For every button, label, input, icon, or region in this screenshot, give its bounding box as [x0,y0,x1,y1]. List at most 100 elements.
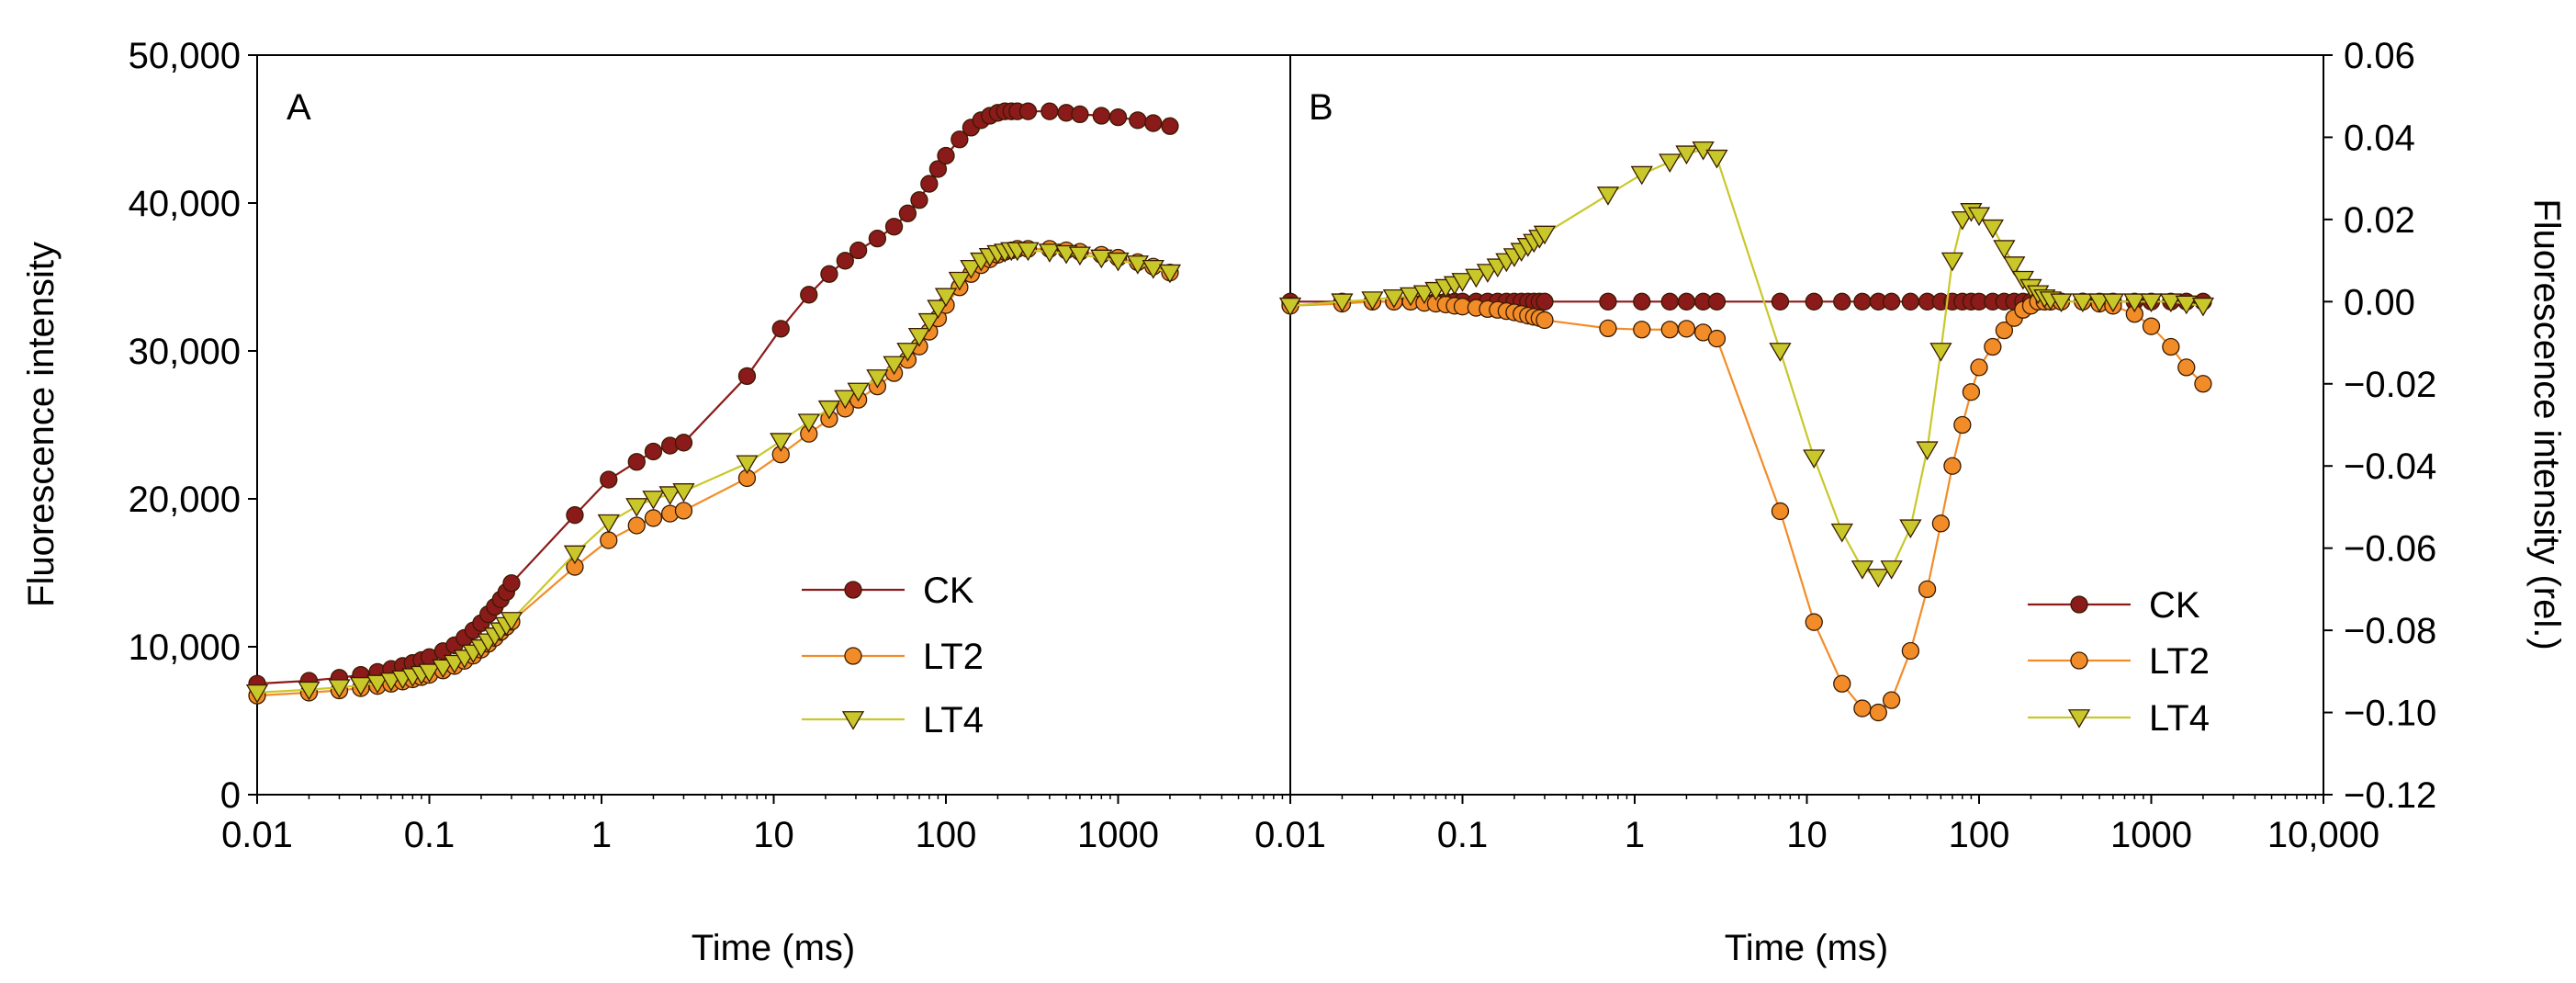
panel-a-point-lt4 [298,681,321,701]
panel-b-legend-label-lt4: LT4 [2149,698,2210,739]
panel-b-point-lt2 [1633,321,1651,339]
panel-a-point-lt4 [658,486,681,505]
panel-a-point-lt4 [245,684,269,704]
panel-a-x-tick-label: 1000 [1077,815,1159,855]
panel-a-x-tick-label: 1 [591,815,612,855]
panel-a-point-lt2 [627,516,646,535]
panel-b-point-lt2 [2177,358,2196,377]
panel-b-point-lt4 [1981,219,2004,239]
panel-b-point-lt4 [2087,293,2111,313]
panel-b-series [1278,141,2215,722]
panel-b-point-lt2 [1984,337,2002,356]
panel-a-point-lt4 [1142,259,1164,279]
panel-b-y-tick-label: −0.06 [2344,529,2436,570]
panel-b-x-tick-label: 1 [1625,815,1645,855]
panel-a-point-lt4 [907,327,931,347]
panel-b: B Fluorescence intensity (rel.) Time (ms… [1254,36,2567,968]
panel-b-point-lt4 [2159,293,2183,313]
panel-b-line-lt4 [1289,148,2204,579]
panel-b-legend-item-lt2: LT2 [2028,641,2210,682]
panel-b-y-tick-label: −0.10 [2344,694,2436,734]
panel-a-legend-marker-ck [844,581,862,599]
panel-a-x-tick-label: 100 [916,815,977,855]
panel-b-point-lt4 [2071,293,2095,313]
panel-b-point-lt2 [2142,317,2161,335]
panel-b-y-tick-label: 0.04 [2344,118,2415,158]
panel-a-point-lt4 [366,674,389,695]
panel-a-point-ck [1092,107,1110,125]
panel-a-y-tick-label: 30,000 [129,332,241,372]
panel-a-point-lt4 [418,663,441,684]
panel-a-legend-marker-lt4 [841,711,865,730]
panel-b-point-lt4 [1867,569,1890,588]
panel-b-point-ck [1882,292,1901,311]
panel-b-point-lt2 [1918,580,1937,599]
panel-b-point-lt2 [1953,415,1972,435]
panel-a-point-lt4 [927,299,950,320]
panel-a-point-lt2 [674,502,693,520]
panel-a-point-ck [737,367,757,386]
panel-b-x-tick-label: 10,000 [2267,815,2379,855]
panel-b-point-lt2 [2194,375,2212,393]
panel-a-point-lt4 [597,514,620,534]
panel-a-point-lt4 [770,433,793,452]
panel-b-x-tick-label: 10 [1786,815,1828,855]
panel-b-point-lt2 [1599,319,1617,338]
panel-a-legend-item-ck: CK [802,571,974,611]
panel-b-point-ck [1833,292,1851,311]
panel-a-point-ck [868,229,887,248]
panel-a-point-lt4 [934,288,958,308]
panel-b-point-lt4 [1916,441,1939,461]
panel-a-legend-item-lt2: LT2 [802,637,984,677]
panel-b-x-tick-label: 0.01 [1254,815,1326,855]
panel-b-point-lt2 [1869,703,1887,722]
panel-a-series [245,102,1182,705]
panel-a-point-ck [800,286,818,304]
panel-b-frame [1289,54,2324,796]
panel-a-ylabel: Fluorescence intensity [21,242,62,607]
panel-b-legend-item-ck: CK [2028,585,2200,626]
panel-a-point-lt4 [866,369,889,389]
panel-a-xlabel: Time (ms) [692,928,855,968]
panel-a-y-tick-label: 20,000 [129,480,241,520]
panel-b-point-lt2 [1882,691,1901,709]
panel-b-point-lt2 [1677,320,1696,338]
panel-a-legend-marker-lt2 [844,647,862,665]
panel-b-point-lt4 [2101,293,2125,313]
panel-a-y-tick-label: 10,000 [129,627,241,668]
panel-b-point-ck [1901,292,1920,311]
panel-a-y-tick-label: 40,000 [129,184,241,224]
panel-a-point-ck [502,574,521,593]
panel-a-legend-label-lt2: LT2 [923,637,984,677]
panel-b-point-lt2 [1660,321,1679,339]
panel-b-legend: CK LT2 LT4 [2028,585,2210,739]
panel-a-point-ck [627,453,646,471]
panel-b-series-lt4 [1278,141,2215,588]
panel-b-point-lt4 [1596,186,1620,206]
panel-a-legend-item-lt4: LT4 [802,700,984,740]
panel-a-point-lt4 [1038,243,1062,263]
panel-b-point-lt4 [1278,297,1302,317]
panel-a-legend: CK LT2 LT4 [802,571,984,740]
panel-b-point-lt4 [1830,523,1853,543]
panel-b-point-lt2 [1771,502,1790,521]
panel-b-point-lt4 [2123,293,2146,313]
panel-a-point-lt2 [644,509,663,527]
panel-a-y-ticks: 0 10,000 20,000 30,000 40,000 50,000 [129,36,257,816]
panel-b-point-lt2 [1962,383,1981,401]
panel-a-point-lt4 [797,413,820,434]
panel-a-point-lt4 [847,382,870,402]
panel-b-point-ck [1633,292,1651,311]
panel-a-point-lt4 [625,498,648,517]
panel-b-point-lt4 [2191,297,2215,317]
panel-b-point-lt4 [1399,287,1423,307]
panel-a-point-lt4 [642,491,665,510]
panel-a-point-ck [898,204,917,222]
panel-a-point-lt4 [960,259,983,279]
panel-a-point-ck [1161,117,1179,135]
panel-b-point-lt2 [1853,699,1872,717]
panel-a-point-lt4 [896,343,919,362]
panel-a-point-lt4 [1017,242,1040,262]
panel-b-point-lt2 [1535,311,1554,330]
